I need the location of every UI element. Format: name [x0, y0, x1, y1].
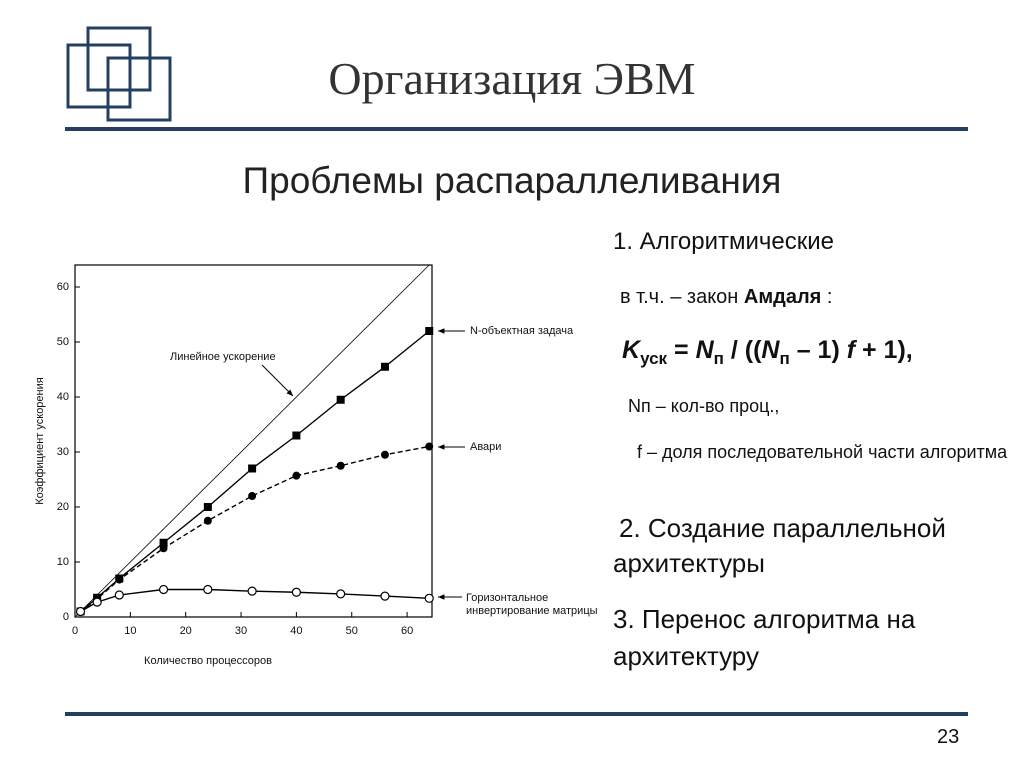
marker — [203, 503, 212, 511]
text: : — [821, 286, 833, 308]
text: f — [846, 336, 856, 364]
marker — [203, 516, 212, 525]
page-number: 23 — [937, 726, 960, 748]
arrow-head — [438, 444, 445, 450]
x-tick-label: 20 — [180, 625, 192, 637]
y-tick-label: 60 — [57, 281, 69, 293]
text: K — [622, 336, 641, 364]
y-tick-label: 30 — [57, 446, 69, 458]
arrow-head — [438, 328, 445, 334]
marker — [114, 590, 124, 600]
marker — [92, 597, 102, 607]
text: п — [779, 349, 790, 368]
logo — [66, 26, 172, 122]
marker — [380, 450, 389, 459]
definition: f – доля последовательной части алгоритм… — [637, 442, 1008, 462]
text: N — [695, 336, 714, 364]
text: Амдаля — [743, 286, 822, 308]
annotation-arrow — [261, 364, 294, 397]
series-label: Горизонтальное инвертирование матрицы — [466, 592, 598, 617]
y-tick-label: 50 — [57, 336, 69, 348]
arrow-head — [438, 594, 445, 600]
y-tick-label: 40 — [57, 391, 69, 403]
slide-subtitle: Проблемы распараллеливания — [242, 160, 782, 201]
x-tick-label: 40 — [290, 625, 302, 637]
marker — [247, 586, 257, 596]
y-tick-label: 20 — [57, 501, 69, 513]
marker — [380, 591, 390, 601]
marker — [248, 464, 257, 473]
slide-title: Организация ЭВМ — [328, 53, 696, 104]
marker — [291, 587, 301, 597]
x-tick-label: 50 — [346, 625, 358, 637]
marker — [158, 584, 169, 595]
marker — [336, 461, 345, 470]
marker — [425, 327, 434, 335]
text: п — [713, 349, 724, 368]
series-line — [74, 264, 430, 618]
x-tick-label: 0 — [72, 625, 78, 637]
marker — [336, 589, 346, 599]
marker — [292, 431, 301, 440]
formula: Kуск = Nп / ((Nп – 1) f + 1), — [622, 336, 913, 369]
marker — [425, 442, 434, 451]
text: N — [761, 336, 780, 364]
series-label: N-объектная задача — [470, 325, 574, 337]
marker — [248, 492, 257, 500]
series-line — [80, 330, 430, 613]
marker — [380, 362, 389, 371]
series-label: Линейное ускорение — [170, 351, 276, 363]
marker — [115, 575, 124, 584]
text: = — [667, 336, 696, 364]
x-tick-label: 60 — [401, 625, 413, 637]
marker — [292, 471, 301, 480]
amdahl-line: в т.ч. – закон Амдаля : — [620, 286, 832, 309]
list-item: 1. Алгоритмические — [613, 228, 835, 255]
x-tick-label: 30 — [235, 625, 247, 637]
x-tick-label: 10 — [124, 625, 136, 637]
list-item: 2. Создание параллельной архитектуры — [613, 513, 946, 578]
arrow-head — [286, 389, 293, 396]
series-line — [80, 588, 430, 613]
marker — [336, 395, 345, 404]
marker — [75, 606, 86, 617]
text: – 1) — [789, 336, 847, 364]
text: / (( — [723, 336, 762, 364]
marker — [203, 584, 213, 595]
series-label: Авари — [470, 441, 501, 453]
y-axis-label: Коэффициент ускорения — [34, 377, 46, 504]
plot-frame — [74, 264, 433, 618]
text: в т.ч. – закон — [620, 286, 744, 308]
marker — [159, 538, 168, 547]
definition: Nп – кол-во проц., — [628, 396, 780, 416]
y-tick-label: 10 — [57, 556, 69, 568]
text: + 1), — [855, 336, 913, 364]
series-line — [80, 445, 430, 613]
text: уск — [640, 349, 668, 368]
x-axis-label: Количество процессоров — [144, 655, 272, 667]
list-item: 3. Перенос алгоритма на архитектуру — [613, 604, 916, 671]
marker — [424, 593, 434, 603]
y-tick-label: 0 — [63, 611, 69, 623]
marker — [159, 544, 168, 553]
